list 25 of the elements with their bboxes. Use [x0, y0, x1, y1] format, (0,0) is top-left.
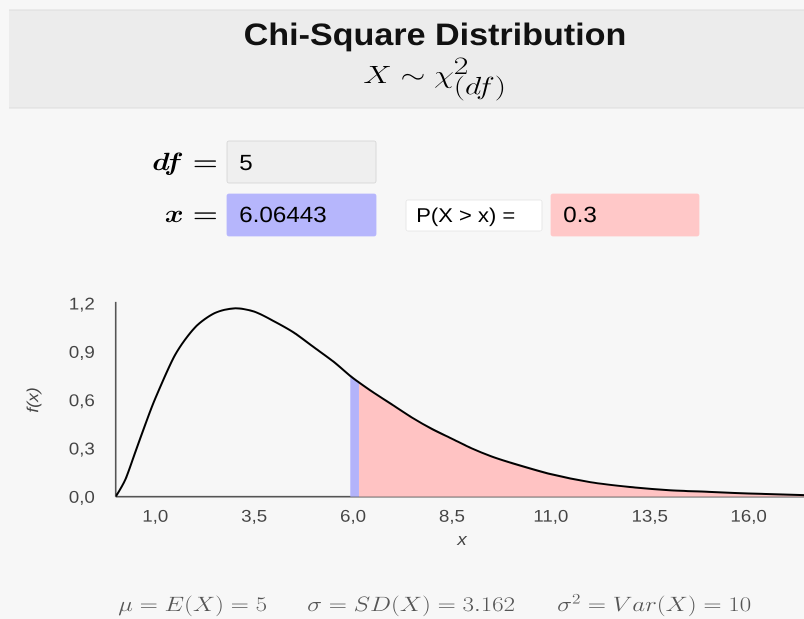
- text: $df =$: [154, 152, 216, 176]
- x-tick-label: 16,0: [732, 510, 766, 524]
- text: 0.3: [564, 206, 596, 222]
- text: 5: [240, 154, 252, 170]
- x-tick-label: 6,0: [341, 510, 366, 524]
- x-tick-label: 1,0: [144, 510, 168, 524]
- y-tick-label: 0,9: [70, 346, 94, 360]
- y-tick-label: 0,0: [70, 490, 94, 505]
- x-axis-title: x: [456, 536, 468, 545]
- text: 6.06443: [240, 206, 326, 222]
- x-tick-label: 3,5: [242, 510, 266, 524]
- text: $x =$: [166, 210, 216, 222]
- chart-subtitle: $X \sim \chi^2_{(df)}$: [364, 58, 504, 100]
- text: $\sigma^2 = Var(X) = 10$: [558, 594, 750, 616]
- chart-title: Chi-Square Distribution: [245, 22, 624, 52]
- text: $\sigma = SD(X) = 3.162$: [308, 595, 514, 616]
- y-tick-label: 0,6: [70, 394, 94, 408]
- text: P(X > x) =: [418, 208, 514, 226]
- y-tick-label: 0,3: [70, 442, 94, 457]
- x-tick-label: 13,5: [632, 510, 668, 524]
- x-tick-label: 8,5: [440, 510, 464, 524]
- x-tick-label: 11,0: [534, 510, 568, 524]
- y-tick-label: 1,2: [70, 298, 94, 312]
- y-axis-title: f(x): [26, 388, 42, 412]
- text: $\mu = E(X) = 5$: [118, 595, 266, 616]
